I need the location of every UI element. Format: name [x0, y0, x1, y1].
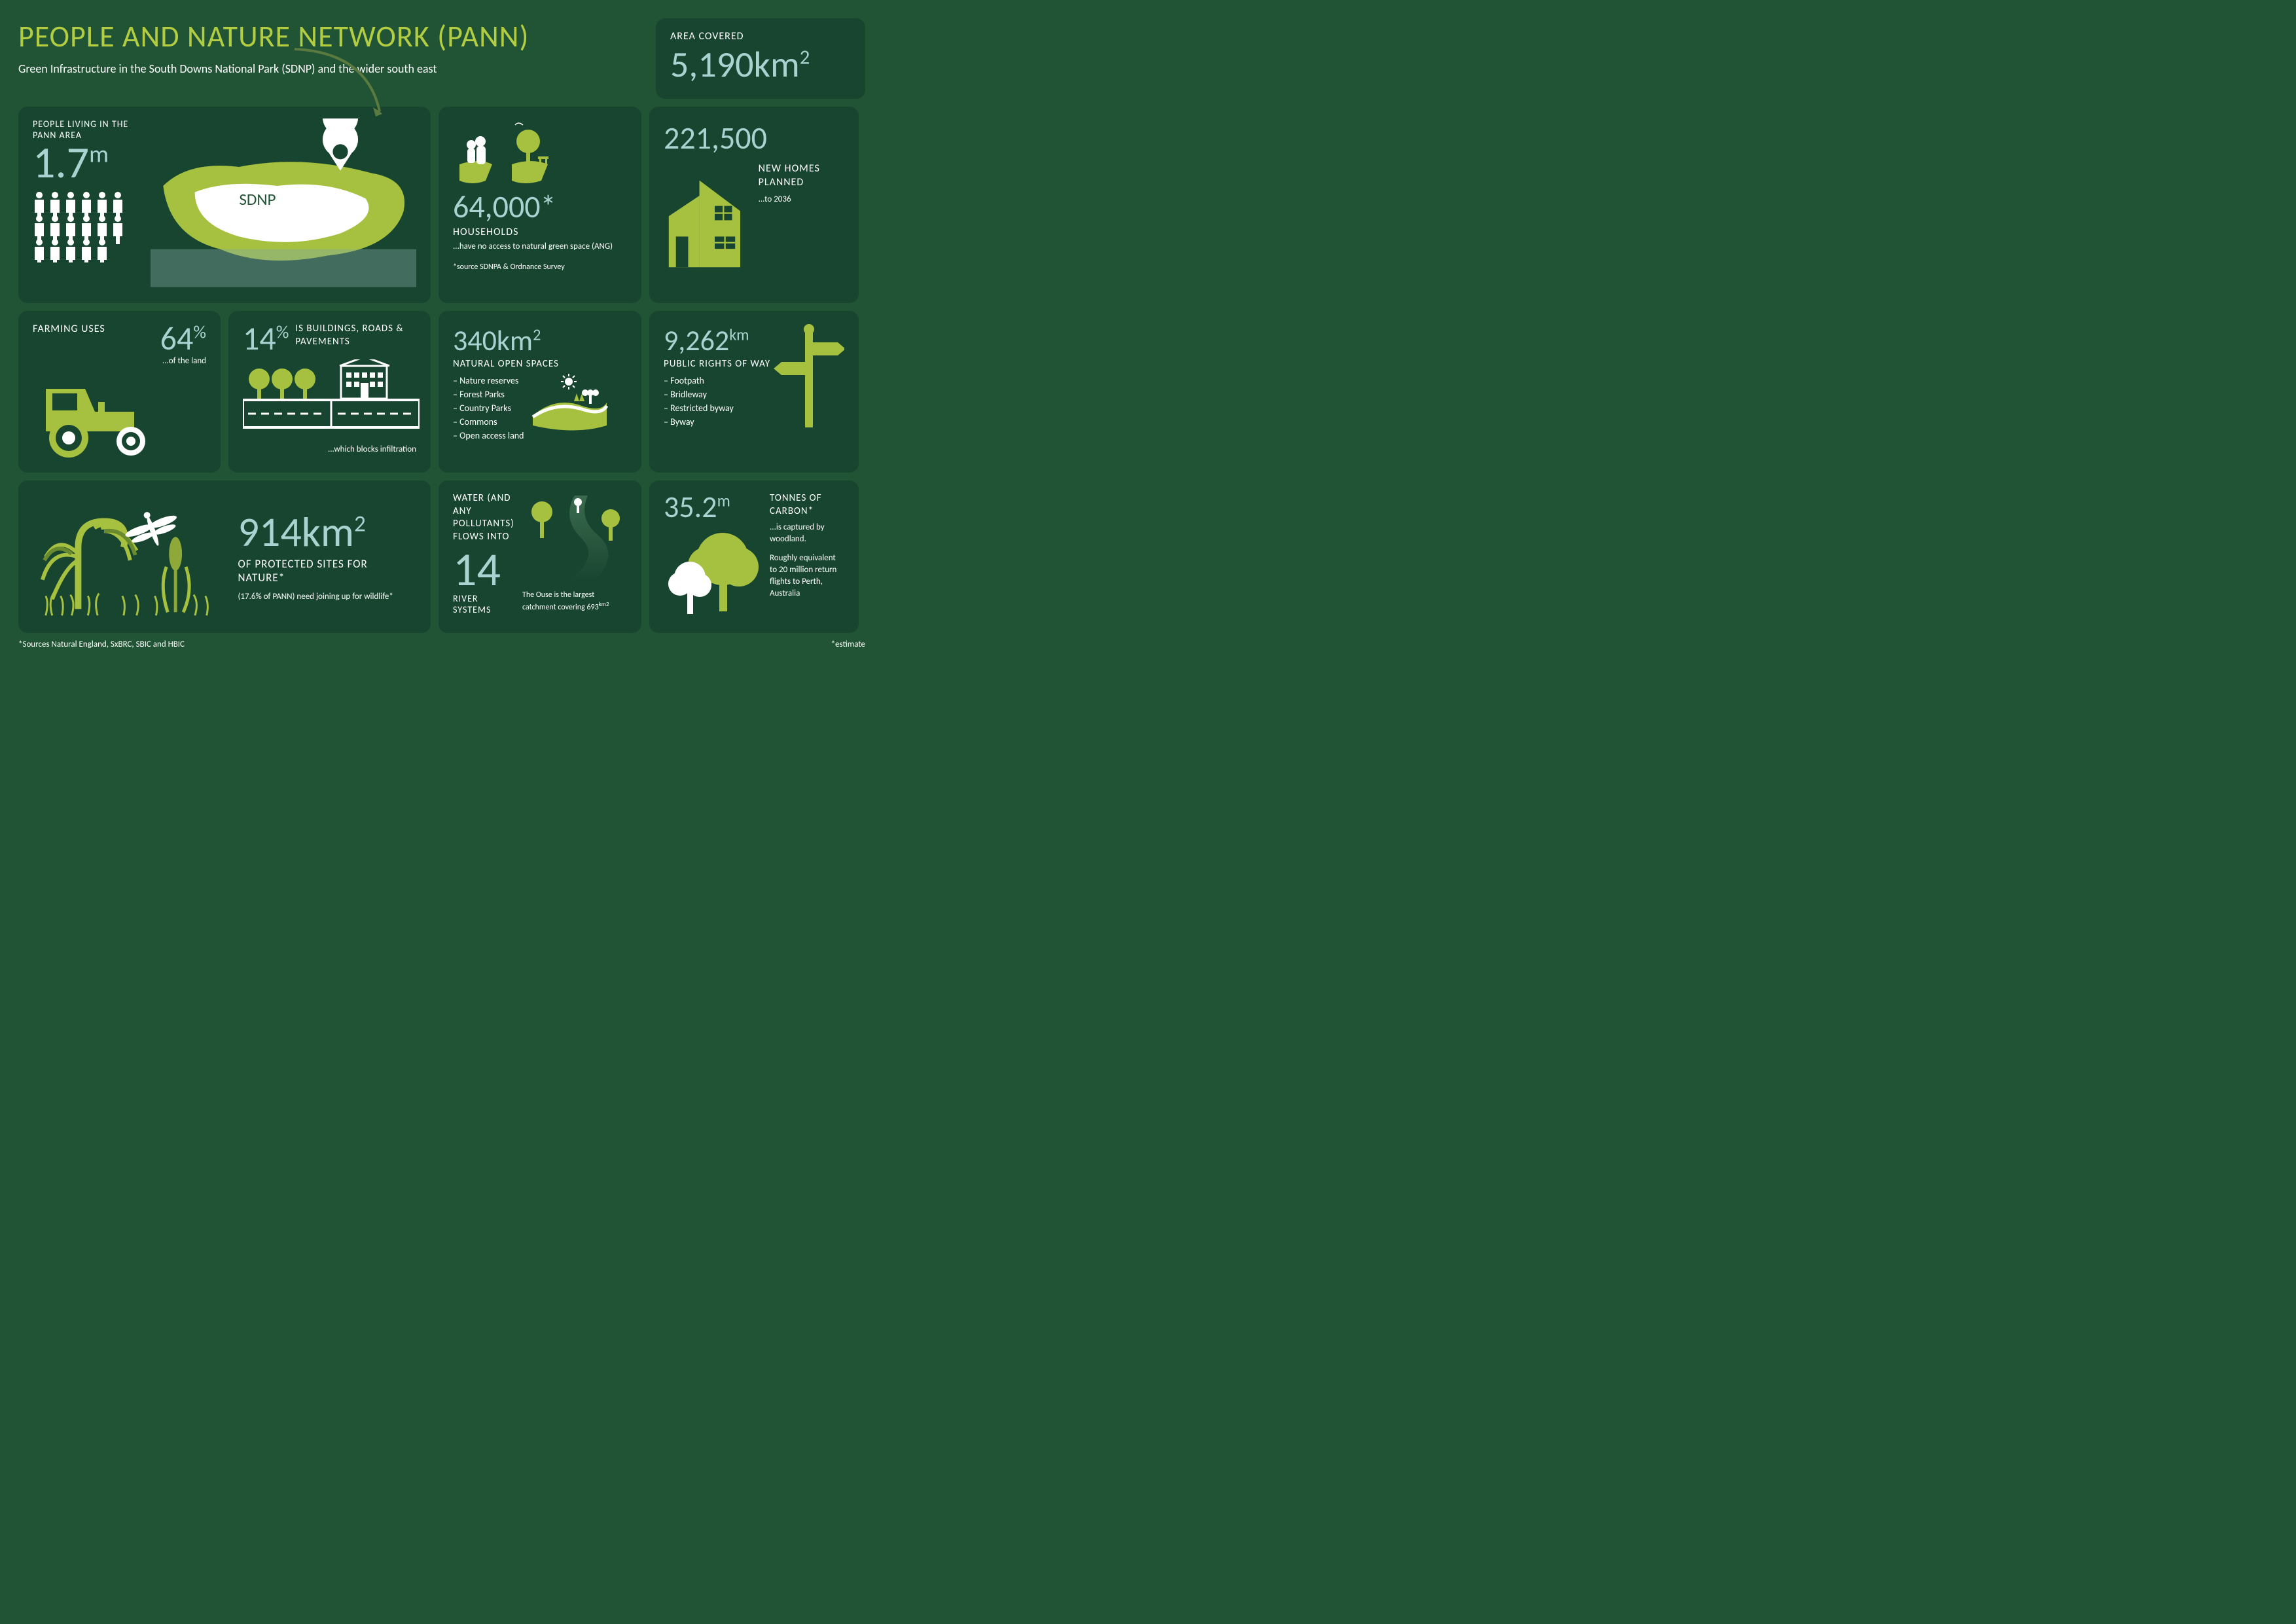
map-label: SDNP	[239, 189, 276, 209]
rivers-panel: WATER (AND ANY POLLUTANTS) FLOWS INTO 14…	[439, 480, 641, 633]
header: PEOPLE AND NATURE NETWORK (PANN) Green I…	[18, 18, 648, 88]
people-icon-group	[33, 190, 131, 262]
farming-label: FARMING USES	[33, 323, 105, 335]
area-panel: AREA COVERED 5,190km2	[656, 18, 865, 99]
people-value: 1.7m	[33, 141, 151, 185]
carbon-desc1: ...is captured by woodland.	[770, 522, 844, 545]
rivers-pre: WATER (AND ANY POLLUTANTS) FLOWS INTO	[453, 492, 517, 543]
footer: *Sources Natural England, SxBRC, SBIC an…	[18, 640, 865, 649]
buildings-value: 14%	[243, 323, 289, 355]
farming-value: 64%	[160, 323, 206, 355]
protected-desc: (17.6% of PANN) need joining up for wild…	[238, 591, 416, 603]
people-panel: PEOPLE LIVING IN THE PANN AREA 1.7m	[18, 107, 431, 303]
row2-col1: FARMING USES 64% ...of the land	[18, 311, 431, 473]
carbon-label: TONNES OF CARBON*	[770, 492, 844, 518]
homes-value: 221,500	[664, 118, 844, 157]
households-value: 64,000*	[453, 187, 627, 226]
signpost-icon	[772, 323, 844, 427]
buildings-label: IS BUILDINGS, ROADS & PAVEMENTS	[295, 323, 416, 348]
open-spaces-list: Nature reserves Forest Parks Country Par…	[453, 374, 524, 442]
row-value: 9,262km	[664, 323, 770, 358]
tractor-icon	[33, 372, 170, 458]
area-value: 5,190km2	[670, 43, 851, 87]
rivers-value: 14	[453, 546, 517, 593]
trees-icon	[664, 526, 762, 618]
homes-panel: 221,500 NEW HOMES PLANNED .	[649, 107, 859, 303]
area-label: AREA COVERED	[670, 30, 851, 43]
map-area: SDNP	[151, 118, 416, 291]
households-panel: 64,000* HOUSEHOLDS ...have no access to …	[439, 107, 641, 303]
open-spaces-value: 340km2	[453, 323, 627, 358]
households-desc: ...have no access to natural green space…	[453, 241, 627, 253]
buildings-panel: 14% IS BUILDINGS, ROADS & PAVEMENTS	[228, 311, 431, 473]
open-spaces-label: NATURAL OPEN SPACES	[453, 358, 627, 370]
buildings-desc: ...which blocks infiltration	[243, 444, 416, 456]
people-icons	[33, 190, 131, 262]
main-title: PEOPLE AND NATURE NETWORK (PANN)	[18, 18, 648, 55]
homes-desc: ...to 2036	[759, 194, 844, 206]
row-label: PUBLIC RIGHTS OF WAY	[664, 358, 770, 370]
house-icon	[664, 162, 751, 280]
park-icon	[453, 118, 551, 184]
households-label: HOUSEHOLDS	[453, 226, 627, 238]
rights-of-way-panel: 9,262km PUBLIC RIGHTS OF WAY Footpath Br…	[649, 311, 859, 473]
rivers-side: The Ouse is the largest catchment coveri…	[522, 590, 627, 613]
protected-label: OF PROTECTED SITES FOR NATURE*	[238, 557, 416, 585]
row-list: Footpath Bridleway Restricted byway Bywa…	[664, 374, 770, 429]
road-buildings-icon	[243, 359, 420, 438]
households-source: *source SDNPA & Ordnance Survey	[453, 262, 627, 273]
farming-desc: ...of the land	[160, 355, 206, 367]
people-left: PEOPLE LIVING IN THE PANN AREA 1.7m	[33, 118, 151, 291]
carbon-desc2: Roughly equivalent to 20 million return …	[770, 552, 844, 600]
river-icon	[522, 492, 627, 584]
sdnp-map-icon: SDNP	[151, 118, 416, 291]
homes-label: NEW HOMES PLANNED	[759, 162, 844, 190]
open-spaces-panel: 340km2 NATURAL OPEN SPACES Nature reserv…	[439, 311, 641, 473]
footer-left: *Sources Natural England, SxBRC, SBIC an…	[18, 640, 185, 649]
protected-panel: 914km2 OF PROTECTED SITES FOR NATURE* (1…	[18, 480, 431, 633]
wildlife-icon	[33, 495, 227, 619]
farming-panel: FARMING USES 64% ...of the land	[18, 311, 221, 473]
footer-right: *estimate	[831, 640, 865, 649]
main-subtitle: Green Infrastructure in the South Downs …	[18, 62, 648, 76]
landscape-icon	[529, 370, 608, 435]
header-row: PEOPLE AND NATURE NETWORK (PANN) Green I…	[18, 18, 865, 99]
protected-value: 914km2	[238, 511, 416, 553]
carbon-panel: 35.2m TONNES OF CARBON* ...is captured b…	[649, 480, 859, 633]
main-grid: PEOPLE LIVING IN THE PANN AREA 1.7m	[18, 107, 865, 633]
carbon-value: 35.2m	[664, 492, 762, 522]
